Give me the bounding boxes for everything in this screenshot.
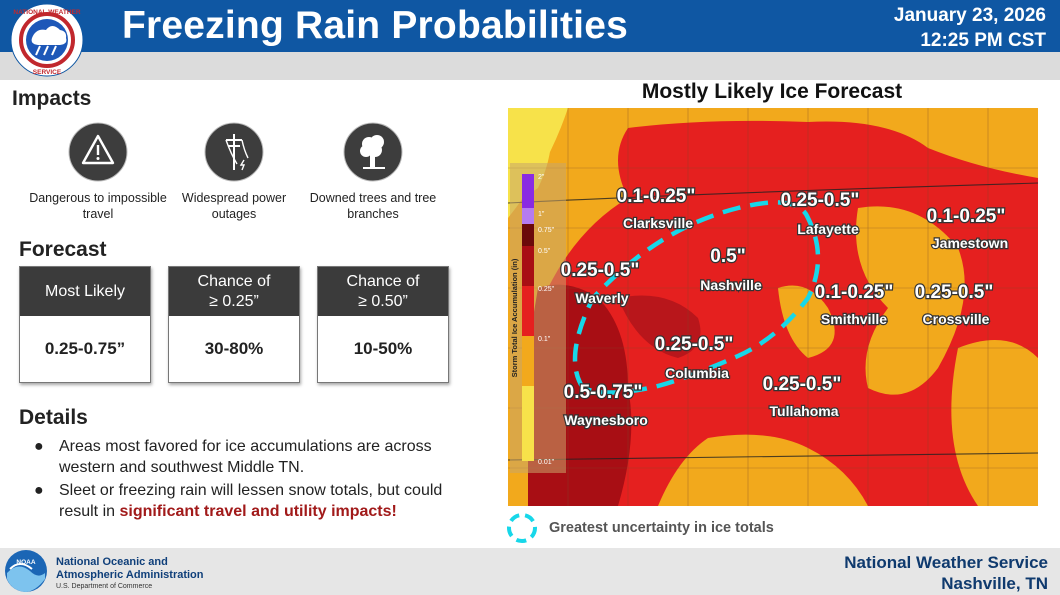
amount-label: 0.25-0.5" [915, 282, 994, 303]
uncertainty-legend-label: Greatest uncertainty in ice totals [549, 520, 774, 536]
amount-label: 0.1-0.25" [927, 206, 1006, 227]
map-zone-orange [778, 285, 835, 358]
nws-logo: NATIONAL WEATHER SERVICE [10, 3, 84, 77]
map-zone-dark-red [618, 295, 701, 358]
city-label: Crossville [923, 311, 990, 327]
dashed-circle-icon [507, 513, 537, 543]
page-title: Freezing Rain Probabilities [122, 4, 629, 47]
city-label: Jamestown [932, 235, 1008, 251]
city-label: Clarksville [623, 215, 693, 231]
office-line: National Weather Service [844, 553, 1048, 572]
colorbar-tick: 0.1" [538, 336, 551, 343]
forecast-box-value: 30-80% [204, 339, 264, 358]
details-bullet-text: Sleet or freezing rain will lessen snow … [59, 482, 443, 520]
colorbar-tick: 0.5" [538, 248, 551, 255]
map-title: Mostly Likely Ice Forecast [641, 80, 903, 103]
details-bullet: ● Areas most favored for ice accumulation… [34, 438, 432, 476]
noaa-logo: NOAA [5, 550, 47, 592]
city-label: Tullahoma [770, 403, 839, 419]
details-list: ● Areas most favored for ice accumulation… [34, 436, 454, 524]
colorbar: Storm Total Ice Accumulation (in) 2" 1" … [510, 163, 566, 473]
impact-trees-label: Downed trees and tree branches [309, 191, 437, 221]
noaa-logo-text: NOAA [16, 559, 35, 566]
colorbar-tick: 0.01" [538, 459, 555, 466]
city-label: Nashville [700, 277, 762, 293]
amount-label: 0.25-0.5" [763, 374, 842, 395]
city-label: Columbia [665, 365, 729, 381]
footer-bar [0, 548, 1060, 595]
downed-tree-icon [343, 122, 403, 182]
map-labels: 0.1-0.25" Clarksville 0.25-0.5" Lafayett… [559, 185, 1009, 429]
city-label: Waynesboro [564, 412, 648, 428]
forecast-heading: Forecast [19, 238, 107, 261]
impact-trees: Downed trees and tree branches [303, 122, 443, 222]
forecast-box-value: 10-50% [353, 339, 413, 358]
colorbar-tick: 2" [538, 174, 545, 181]
svg-text:SERVICE: SERVICE [33, 69, 62, 76]
power-line-icon [204, 122, 264, 182]
noaa-name-line: Atmospheric Administration [56, 569, 204, 581]
map-zone-orange [658, 434, 868, 506]
office-name: National Weather Service Nashville, TN [844, 552, 1048, 594]
office-line: Nashville, TN [941, 574, 1048, 593]
impacts-heading: Impacts [12, 87, 92, 110]
county-lines [508, 108, 1038, 506]
noaa-department: U.S. Department of Commerce [56, 583, 153, 590]
header-sub-bar [0, 52, 1060, 80]
noaa-name: National Oceanic and Atmospheric Adminis… [56, 556, 204, 582]
amount-label: 0.25-0.5" [561, 260, 640, 281]
forecast-box-label: Chance of ≥ 0.50” [318, 267, 448, 316]
state-lines [508, 182, 1038, 461]
issue-date: January 23, 2026 [893, 5, 1046, 26]
amount-label: 0.1-0.25" [617, 186, 696, 207]
impact-travel: Dangerous to impossible travel [28, 122, 168, 222]
forecast-box-chance-025: Chance of ≥ 0.25” 30-80% [168, 266, 300, 383]
svg-text:NATIONAL WEATHER: NATIONAL WEATHER [13, 9, 80, 16]
city-label: Smithville [821, 311, 887, 327]
forecast-box-chance-050: Chance of ≥ 0.50” 10-50% [317, 266, 449, 383]
colorbar-tick: 0.25" [538, 286, 555, 293]
uncertainty-legend: Greatest uncertainty in ice totals [504, 512, 774, 544]
impact-travel-label: Dangerous to impossible travel [29, 191, 167, 221]
details-bullet-emphasis: significant travel and utility impacts! [119, 503, 397, 520]
ice-forecast-map: Storm Total Ice Accumulation (in) 2" 1" … [508, 108, 1038, 506]
impact-power-label: Widespread power outages [181, 191, 287, 221]
forecast-box-label: Most Likely [20, 267, 150, 316]
warning-triangle-icon [68, 122, 128, 182]
issue-time: 12:25 PM CST [920, 30, 1046, 51]
impact-power: Widespread power outages [164, 122, 304, 222]
map-zone-orange [951, 340, 1038, 506]
amount-label: 0.25-0.5" [781, 190, 860, 211]
forecast-box-most-likely: Most Likely 0.25-0.75” [19, 266, 151, 383]
details-bullet: ● Sleet or freezing rain will lessen snow… [34, 482, 443, 520]
header-bar [0, 0, 1060, 52]
noaa-name-line: National Oceanic and [56, 556, 168, 568]
amount-label: 0.1-0.25" [815, 282, 894, 303]
uncertainty-outline [572, 200, 821, 395]
city-label: Lafayette [797, 221, 859, 237]
amount-label: 0.5" [710, 246, 745, 267]
colorbar-tick: 0.75" [538, 227, 555, 234]
forecast-box-value: 0.25-0.75” [44, 339, 126, 358]
city-label: Waverly [575, 290, 628, 306]
forecast-box-label: Chance of ≥ 0.25” [169, 267, 299, 316]
details-heading: Details [19, 406, 88, 429]
ice-map-svg: Storm Total Ice Accumulation (in) 2" 1" … [508, 108, 1038, 506]
amount-label: 0.25-0.5" [655, 334, 734, 355]
colorbar-title: Storm Total Ice Accumulation (in) [510, 258, 519, 377]
colorbar-tick: 1" [538, 211, 545, 218]
amount-label: 0.5-0.75" [564, 382, 643, 403]
details-bullet-text: Areas most favored for ice accumulations… [59, 438, 432, 476]
map-zone-orange [856, 206, 965, 395]
issue-datetime: January 23, 2026 12:25 PM CST [894, 3, 1046, 53]
